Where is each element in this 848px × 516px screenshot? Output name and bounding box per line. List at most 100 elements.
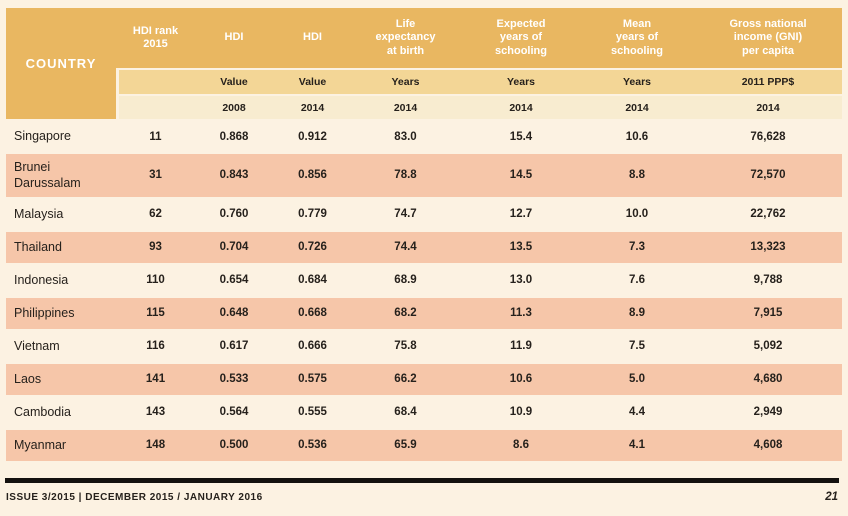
value-cell: 5,092	[753, 340, 783, 352]
value-cell: 148	[145, 439, 166, 451]
column-year: 2014	[580, 96, 694, 119]
table-row: Singapore 11 0.868 0.912 83.0 15.4 10.6 76,628	[6, 121, 842, 152]
value-cell: 0.704	[219, 241, 249, 253]
country-cell: Thailand	[14, 239, 62, 254]
value-cell: 8.9	[629, 307, 645, 319]
value-cell: 8.8	[629, 169, 645, 182]
column-title: HDI	[192, 8, 276, 68]
value-cell: 68.2	[394, 307, 417, 319]
value-cell: 11	[149, 130, 162, 143]
table-row: Cambodia 143 0.564 0.555 68.4 10.9 4.4 2,949	[6, 397, 842, 428]
table-row: Malaysia 62 0.760 0.779 74.7 12.7 10.0 22,762	[6, 199, 842, 230]
value-cell: 0.684	[298, 274, 327, 286]
table-row: Thailand 93 0.704 0.726 74.4 13.5 7.3 13,323	[6, 231, 842, 263]
value-cell: 72,570	[750, 169, 786, 182]
value-cell: 8.6	[513, 439, 529, 451]
value-cell: 0.668	[298, 307, 327, 319]
value-cell: 14.5	[509, 169, 533, 182]
column-header-country: COUNTRY	[6, 8, 116, 119]
column-title: Expected years of schooling	[462, 8, 580, 68]
column-year: 2014	[349, 96, 462, 119]
value-cell: 0.726	[298, 241, 327, 253]
value-cell: 141	[145, 373, 166, 385]
column-unit: Value	[192, 70, 276, 94]
country-cell: Indonesia	[14, 272, 69, 287]
value-cell: 10.6	[625, 130, 649, 143]
column-title: Gross national income (GNI) per capita	[694, 8, 842, 68]
value-cell: 62	[149, 208, 162, 220]
column-year: 2014	[462, 96, 580, 119]
value-cell: 68.4	[394, 406, 417, 418]
column-title: Mean years of schooling	[580, 8, 694, 68]
value-cell: 0.868	[219, 130, 249, 143]
value-cell: 0.760	[219, 208, 249, 220]
value-cell: 10.9	[509, 406, 533, 418]
value-cell: 65.9	[394, 439, 417, 451]
country-cell: Malaysia	[14, 206, 64, 221]
value-cell: 4,680	[753, 373, 783, 385]
column-unit	[119, 70, 192, 94]
column-unit: 2011 PPP$	[694, 70, 842, 94]
value-cell: 74.4	[394, 241, 417, 253]
country-cell: Philippines	[14, 305, 75, 320]
country-cell: Myanmar	[14, 437, 67, 452]
value-cell: 5.0	[629, 373, 645, 385]
value-cell: 7,915	[753, 307, 783, 319]
table-row: Brunei Darussalam 31 0.843 0.856 78.8 14.5 8.8…	[6, 154, 842, 197]
column-title: HDI	[276, 8, 349, 68]
value-cell: 0.500	[219, 439, 249, 451]
value-cell: 2,949	[753, 406, 783, 418]
country-cell: Laos	[14, 371, 42, 386]
value-cell: 13.5	[509, 241, 533, 253]
value-cell: 15.4	[509, 130, 533, 143]
value-cell: 9,788	[753, 274, 783, 286]
value-cell: 0.536	[298, 439, 327, 451]
value-cell: 0.856	[298, 169, 327, 182]
value-cell: 7.6	[629, 274, 645, 286]
value-cell: 11.9	[510, 340, 532, 352]
value-cell: 4,608	[753, 439, 783, 451]
table-row: Laos 141 0.533 0.575 66.2 10.6 5.0 4,680	[6, 363, 842, 395]
value-cell: 110	[146, 274, 165, 286]
value-cell: 76,628	[750, 130, 786, 143]
value-cell: 13.0	[509, 274, 533, 286]
table-row: Philippines 115 0.648 0.668 68.2 11.3 8.9 7,915	[6, 297, 842, 329]
value-cell: 7.5	[629, 340, 645, 352]
value-cell: 11.3	[510, 307, 532, 319]
issue-info: ISSUE 3/2015 | DECEMBER 2015 / JANUARY 2…	[6, 491, 263, 503]
value-cell: 78.8	[394, 169, 417, 182]
country-cell: Cambodia	[14, 404, 71, 419]
value-cell: 31	[149, 169, 162, 182]
value-cell: 0.564	[219, 406, 249, 418]
value-cell: 13,323	[750, 241, 786, 253]
value-cell: 0.654	[219, 274, 249, 286]
column-year: 2014	[276, 96, 349, 119]
footer-rule	[5, 478, 839, 483]
value-cell: 68.9	[394, 274, 417, 286]
hdi-table: COUNTRY HDI rank 2015 HDI HDI Life expectan…	[6, 8, 842, 463]
table-row: Myanmar 148 0.500 0.536 65.9 8.6 4.1 4,608	[6, 429, 842, 461]
column-title: Life expectancy at birth	[349, 8, 462, 68]
value-cell: 0.666	[298, 340, 327, 352]
value-cell: 4.4	[629, 406, 645, 418]
value-cell: 10.0	[625, 208, 649, 220]
value-cell: 116	[146, 340, 165, 352]
value-cell: 0.648	[219, 307, 249, 319]
value-cell: 10.6	[509, 373, 533, 385]
value-cell: 0.533	[219, 373, 249, 385]
value-cell: 75.8	[394, 340, 417, 352]
footer: ISSUE 3/2015 | DECEMBER 2015 / JANUARY 2…	[6, 491, 838, 503]
table-body: Singapore 11 0.868 0.912 83.0 15.4 10.6 76,628 B…	[6, 121, 842, 461]
value-cell: 143	[145, 406, 166, 418]
value-cell: 115	[146, 307, 165, 319]
country-cell: Singapore	[14, 129, 71, 144]
column-unit: Years	[462, 70, 580, 94]
country-cell: Vietnam	[14, 338, 60, 353]
value-cell: 0.617	[219, 340, 249, 352]
table-row: Vietnam 116 0.617 0.666 75.8 11.9 7.5 5,092	[6, 331, 842, 362]
value-cell: 4.1	[629, 439, 645, 451]
table-row: Indonesia 110 0.654 0.684 68.9 13.0 7.6 9,788	[6, 265, 842, 296]
page-number: 21	[825, 491, 838, 503]
value-cell: 22,762	[750, 208, 786, 220]
